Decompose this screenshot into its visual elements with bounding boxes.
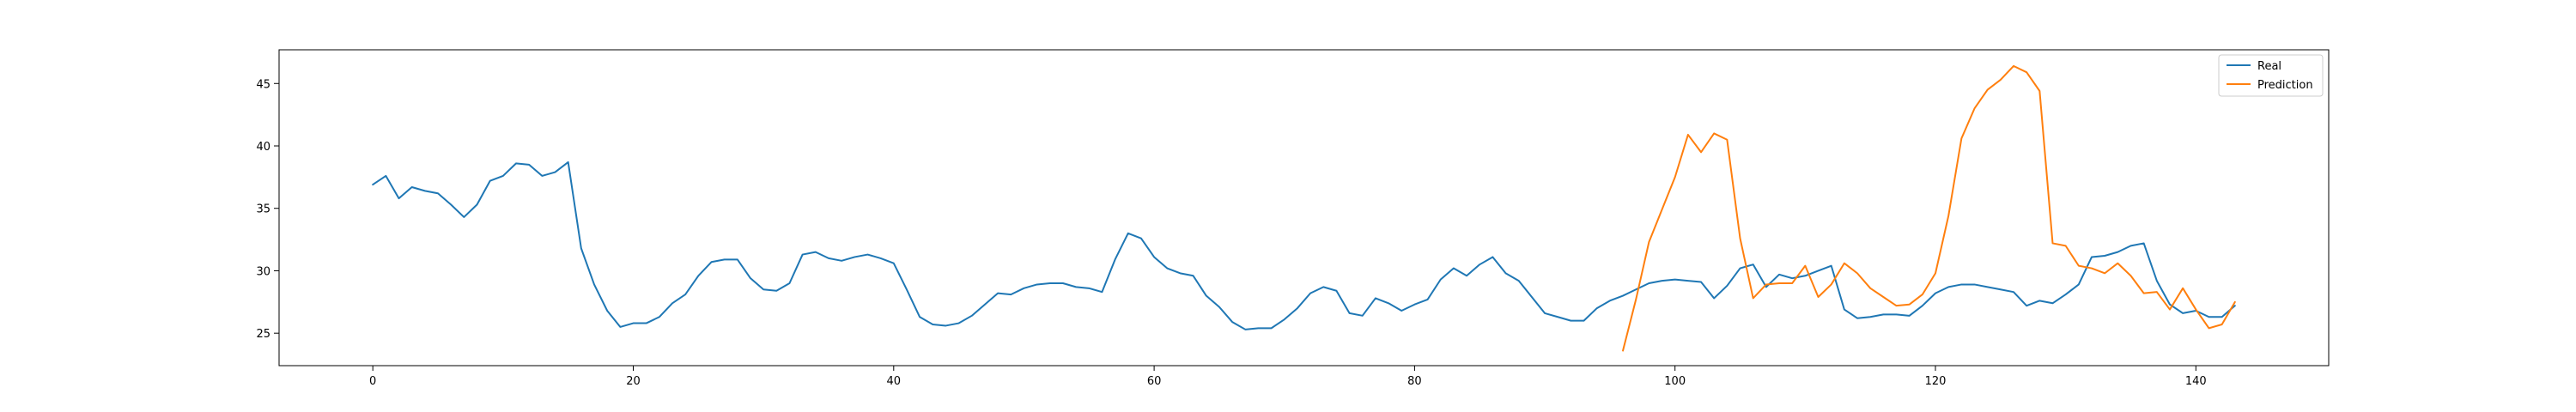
y-tick-label: 35 (256, 203, 270, 216)
x-tick-label: 140 (2185, 375, 2207, 388)
y-tick-label: 45 (256, 78, 270, 91)
axes-layer: 0 20 40 60 80 100 120 140 25 30 35 40 45 (256, 78, 2206, 388)
legend: Real Prediction (2218, 54, 2324, 97)
y-tick-label: 30 (256, 265, 270, 278)
series-layer (372, 64, 2236, 352)
x-tick-label: 0 (369, 375, 376, 388)
legend-label-real: Real (2257, 60, 2281, 73)
x-tick-label: 60 (1147, 375, 1162, 388)
x-tick-label: 120 (1925, 375, 1947, 388)
series-line-prediction (1622, 64, 2236, 352)
plot-area (279, 50, 2329, 366)
x-tick-label: 20 (626, 375, 641, 388)
x-tick-label: 80 (1407, 375, 1422, 388)
plot-frame (278, 49, 2330, 367)
y-tick-label: 25 (256, 328, 270, 341)
legend-label-prediction: Prediction (2257, 79, 2313, 92)
series-line-real (372, 161, 2236, 330)
y-tick-label: 40 (256, 141, 270, 154)
x-tick-label: 100 (1664, 375, 1686, 388)
x-tick-label: 40 (887, 375, 902, 388)
